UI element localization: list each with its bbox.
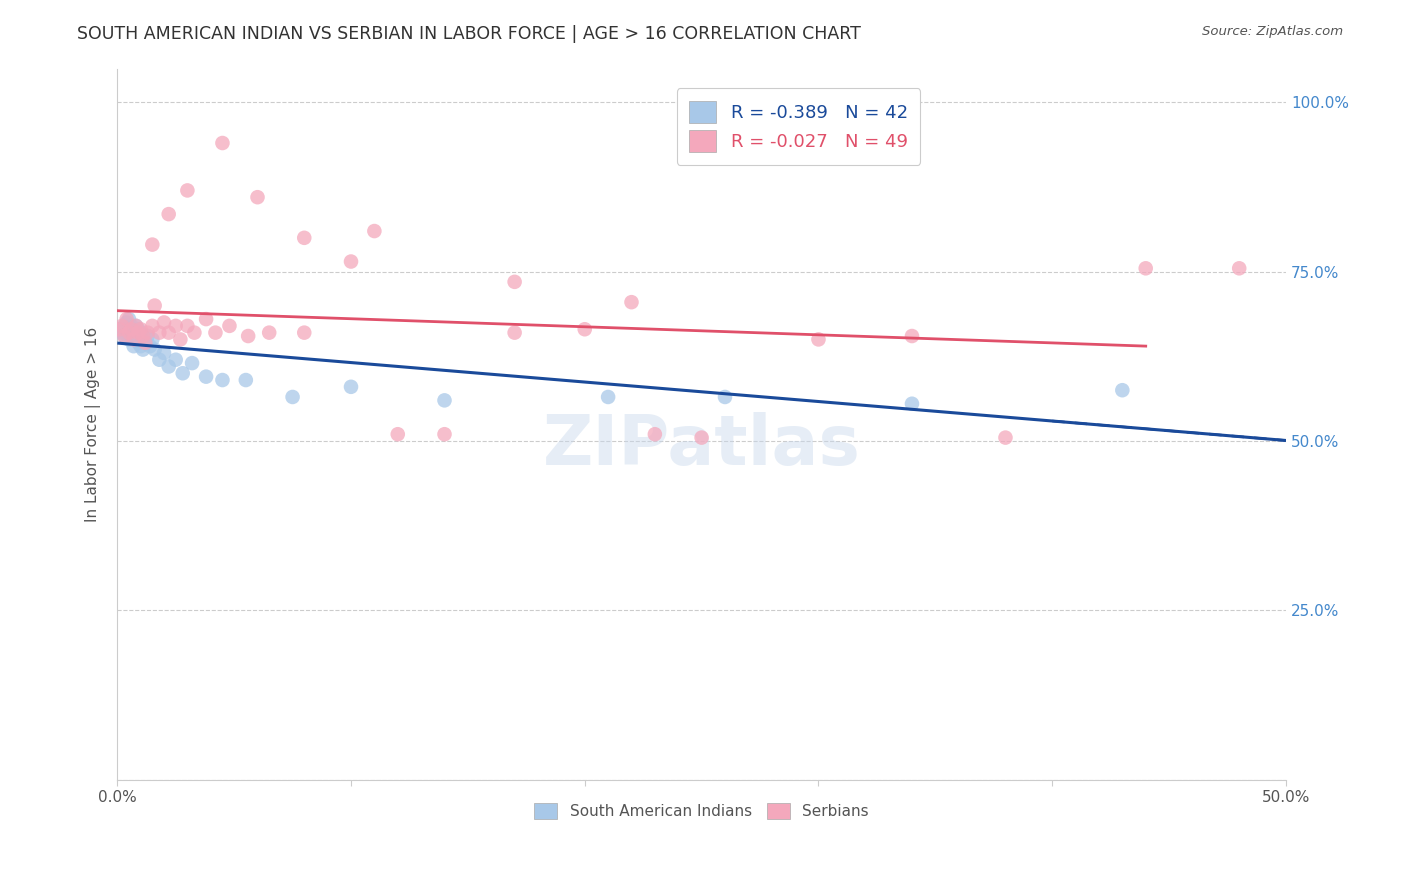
Point xyxy=(238,329,260,343)
Point xyxy=(195,312,218,326)
Point xyxy=(181,356,204,370)
Point xyxy=(134,335,156,350)
Point xyxy=(134,335,156,350)
Point xyxy=(108,322,131,336)
Point xyxy=(129,339,152,353)
Point xyxy=(235,373,257,387)
Point xyxy=(169,333,191,347)
Point xyxy=(183,326,205,340)
Point xyxy=(994,431,1017,445)
Point xyxy=(157,326,180,340)
Point xyxy=(141,333,163,347)
Point xyxy=(503,326,526,340)
Point xyxy=(132,329,155,343)
Point xyxy=(690,431,713,445)
Text: Source: ZipAtlas.com: Source: ZipAtlas.com xyxy=(1202,25,1343,38)
Point xyxy=(340,380,363,394)
Point xyxy=(122,339,145,353)
Point xyxy=(120,329,142,343)
Point xyxy=(157,359,180,374)
Point xyxy=(195,369,218,384)
Point xyxy=(122,326,145,340)
Point xyxy=(211,373,233,387)
Point xyxy=(211,136,233,150)
Point xyxy=(714,390,737,404)
Point xyxy=(108,322,131,336)
Point xyxy=(136,326,159,340)
Y-axis label: In Labor Force | Age > 16: In Labor Force | Age > 16 xyxy=(86,326,101,522)
Point xyxy=(1135,261,1157,276)
Point xyxy=(387,427,409,442)
Point xyxy=(433,393,456,408)
Point xyxy=(125,318,148,333)
Point xyxy=(127,322,149,336)
Point xyxy=(165,352,187,367)
Point xyxy=(157,207,180,221)
Point xyxy=(257,326,280,340)
Point xyxy=(111,318,134,333)
Point xyxy=(112,329,135,343)
Point xyxy=(120,318,142,333)
Point xyxy=(204,326,226,340)
Point xyxy=(120,322,142,336)
Point xyxy=(111,326,134,340)
Point xyxy=(118,326,141,340)
Point xyxy=(153,346,176,360)
Point xyxy=(127,335,149,350)
Point xyxy=(246,190,269,204)
Point xyxy=(129,322,152,336)
Point xyxy=(574,322,596,336)
Point xyxy=(172,366,194,380)
Point xyxy=(1111,383,1133,397)
Text: ZIPatlas: ZIPatlas xyxy=(543,412,860,479)
Point xyxy=(433,427,456,442)
Point xyxy=(141,237,163,252)
Point xyxy=(176,318,198,333)
Point xyxy=(139,339,162,353)
Point xyxy=(292,231,315,245)
Point xyxy=(901,397,924,411)
Point xyxy=(281,390,304,404)
Point xyxy=(125,318,148,333)
Point xyxy=(115,326,138,340)
Point xyxy=(598,390,620,404)
Point xyxy=(112,318,135,333)
Text: SOUTH AMERICAN INDIAN VS SERBIAN IN LABOR FORCE | AGE > 16 CORRELATION CHART: SOUTH AMERICAN INDIAN VS SERBIAN IN LABO… xyxy=(77,25,862,43)
Legend: South American Indians, Serbians: South American Indians, Serbians xyxy=(529,797,875,825)
Point xyxy=(363,224,385,238)
Point xyxy=(122,333,145,347)
Point xyxy=(148,352,170,367)
Point xyxy=(118,312,141,326)
Point xyxy=(620,295,643,310)
Point xyxy=(340,254,363,268)
Point xyxy=(503,275,526,289)
Point xyxy=(132,343,155,357)
Point xyxy=(132,329,155,343)
Point xyxy=(115,316,138,330)
Point xyxy=(1227,261,1250,276)
Point xyxy=(218,318,240,333)
Point xyxy=(115,312,138,326)
Point xyxy=(136,329,159,343)
Point xyxy=(129,326,152,340)
Point xyxy=(176,183,198,197)
Point xyxy=(807,333,830,347)
Point xyxy=(143,299,166,313)
Point xyxy=(901,329,924,343)
Point xyxy=(127,326,149,340)
Point xyxy=(143,343,166,357)
Point xyxy=(644,427,666,442)
Point xyxy=(118,333,141,347)
Point xyxy=(153,316,176,330)
Point xyxy=(165,318,187,333)
Point xyxy=(148,326,170,340)
Point xyxy=(112,329,135,343)
Point xyxy=(118,322,141,336)
Point xyxy=(292,326,315,340)
Point xyxy=(125,333,148,347)
Point xyxy=(141,318,163,333)
